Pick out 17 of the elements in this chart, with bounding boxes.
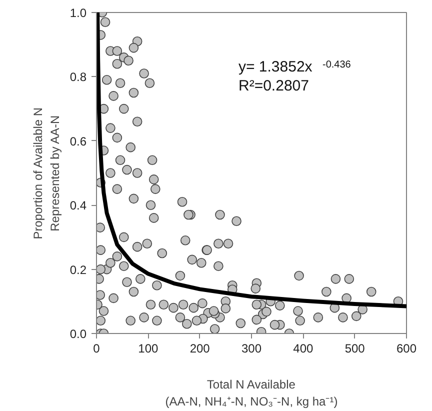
x-tick-label: 500 bbox=[344, 342, 366, 356]
y-tick-label: 0.6 bbox=[70, 134, 87, 148]
x-axis-title: Total N Available (AA-N, NH₄⁺-N, NO₃⁻-N, kg ha⁻¹) bbox=[165, 378, 338, 408]
y-axis-title: Proportion of Available N Represented by AA-N bbox=[31, 107, 62, 240]
y-tick-label: 0.2 bbox=[70, 262, 87, 277]
x-tick-label: 300 bbox=[241, 342, 262, 356]
annotation: R²=0.2807 bbox=[238, 78, 309, 94]
x-tick-label: 400 bbox=[293, 342, 314, 356]
annotation: y= 1.3852x-0.436 bbox=[238, 58, 352, 76]
y-tick-label: 0.8 bbox=[70, 70, 87, 84]
x-tick-label: 0 bbox=[93, 342, 100, 356]
y-tick-label: 1.0 bbox=[70, 6, 87, 20]
x-tick-label: 600 bbox=[396, 342, 417, 356]
x-tick-label: 200 bbox=[190, 342, 210, 356]
x-tick-label: 100 bbox=[138, 342, 159, 356]
y-tick-label: 0.4 bbox=[70, 198, 87, 213]
y-tick-label: 0.0 bbox=[70, 327, 87, 341]
